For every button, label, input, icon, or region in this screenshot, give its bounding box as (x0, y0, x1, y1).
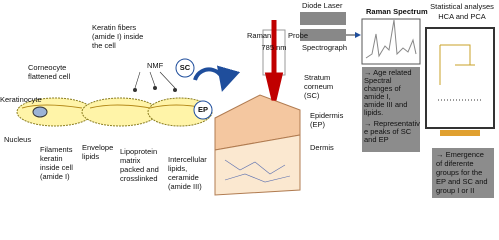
label: Filaments (40, 145, 73, 154)
label: Spectrograph (302, 43, 347, 52)
skin (214, 94, 301, 196)
label: Epidermis (310, 111, 344, 120)
label: corneum (304, 82, 333, 91)
label: Raman Spectrum (366, 7, 428, 16)
label: Stratum (304, 73, 330, 82)
arrow (193, 65, 241, 92)
label: (amide III) (168, 182, 202, 191)
label: keratin (40, 154, 63, 163)
label: Envelope (82, 143, 113, 152)
label: e peaks of SC (364, 127, 412, 136)
label: Keratin fibers (92, 23, 136, 32)
label: lipids (82, 152, 99, 161)
label: SC (180, 63, 191, 72)
label: of diferente (436, 159, 474, 168)
note-box (362, 67, 420, 152)
label: flattened cell (28, 72, 70, 81)
beam (264, 20, 284, 101)
label: Probe (288, 31, 308, 40)
label: NMF (147, 61, 164, 70)
label: Intercellular (168, 155, 207, 164)
label: EP (198, 105, 208, 114)
label: matrix (120, 156, 141, 165)
label: and EP (364, 135, 389, 144)
label: crosslinked (120, 174, 158, 183)
label: packed and (120, 165, 159, 174)
label: amide I, (364, 92, 391, 101)
label: inside cell (40, 163, 73, 172)
spectrum-line (365, 19, 417, 59)
label: (amide I) inside (92, 32, 143, 41)
label: (EP) (310, 120, 326, 129)
label: Corneocyte (28, 63, 66, 72)
label: amide III and (364, 100, 407, 109)
label: Lipoprotein (120, 147, 157, 156)
label: → Age related (364, 68, 412, 77)
label: changes of (364, 84, 402, 93)
label: group I or II (436, 186, 474, 195)
note-box (432, 148, 494, 198)
label: EP and SC and (436, 177, 488, 186)
label: (amide I) (40, 172, 70, 181)
dendrogram (439, 44, 475, 85)
label: → Representativ (364, 119, 420, 128)
spectrograph-box (300, 29, 346, 41)
spectrum-plot (361, 18, 421, 65)
label: (SC) (304, 91, 320, 100)
monitor (425, 27, 495, 129)
label: lipids, (168, 164, 187, 173)
badge (175, 58, 195, 78)
laser-box (300, 12, 346, 25)
label: Raman (247, 31, 271, 40)
label: the cell (92, 41, 116, 50)
label: Statistical analyses (430, 2, 494, 11)
label: → Emergence (436, 150, 484, 159)
stand (440, 130, 480, 136)
label: HCA and PCA (438, 12, 486, 21)
label: Dermis (310, 143, 334, 152)
label: ceramide (168, 173, 199, 182)
label: Nucleus (4, 135, 31, 144)
label: Spectral (364, 76, 392, 85)
label: lipids. (364, 108, 383, 117)
badge (193, 100, 213, 120)
label: Keratinocyte (0, 95, 42, 104)
label: groups for the (436, 168, 482, 177)
label: Diode Laser (302, 1, 343, 10)
diagram: Diode Laser Spectrograph Raman Spectrum → A… (0, 1, 495, 198)
label: 785 nm (261, 43, 286, 52)
